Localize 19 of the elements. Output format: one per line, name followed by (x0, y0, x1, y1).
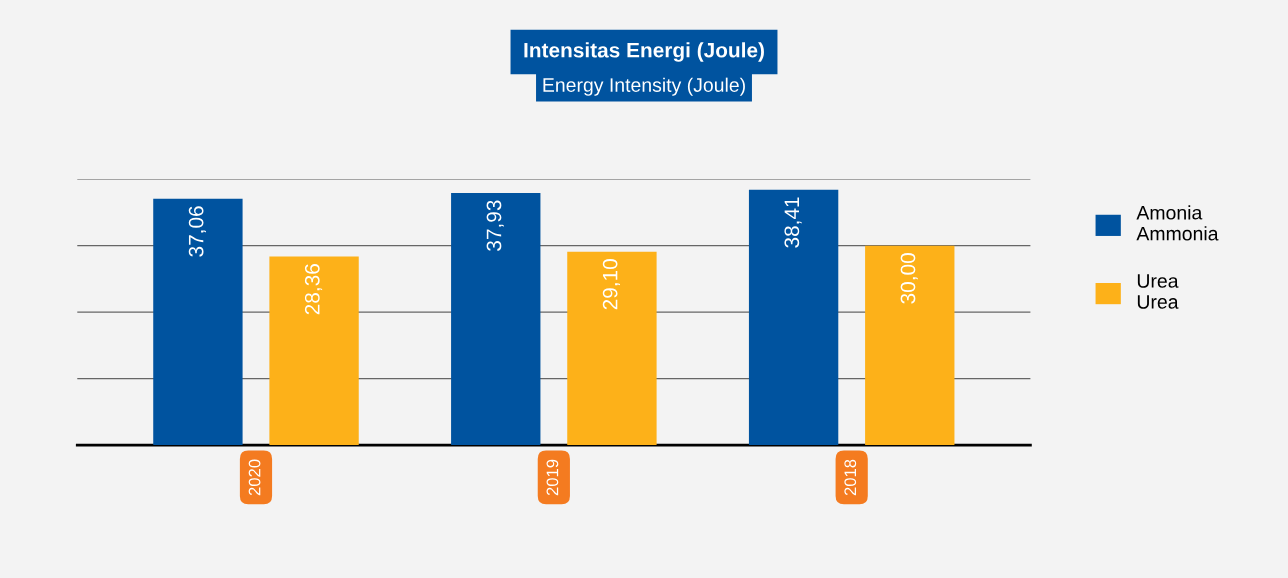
bar (269, 256, 359, 446)
data-label: 38,41 (784, 197, 802, 248)
chart-subtitle: Energy Intensity (Joule) (543, 77, 745, 96)
bar (865, 245, 955, 446)
bar (748, 189, 839, 446)
data-label: 28,36 (304, 264, 323, 315)
x-tick-label: 2019 (546, 459, 559, 496)
bar (451, 192, 541, 446)
chart-title: Intensitas Energi (Joule) (524, 42, 764, 62)
data-label: 30,00 (900, 253, 918, 304)
x-tick-label: 2020 (248, 459, 261, 496)
legend-label: Amonia Ammonia (1136, 205, 1219, 241)
bar (153, 198, 243, 446)
bar (567, 251, 657, 446)
x-tick-label: 2018 (844, 459, 857, 496)
data-label: 37,93 (486, 200, 504, 251)
data-label: 37,06 (188, 206, 206, 257)
legend-label: Urea Urea (1137, 274, 1179, 309)
data-label: 29,10 (602, 259, 620, 310)
